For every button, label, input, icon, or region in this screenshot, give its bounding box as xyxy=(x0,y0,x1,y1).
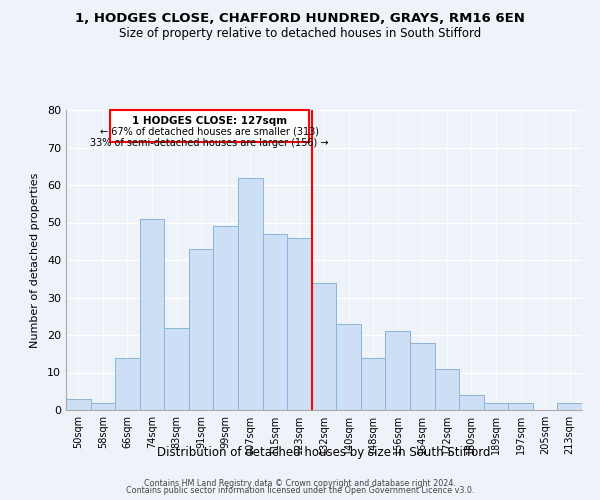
Bar xyxy=(287,238,312,410)
Bar xyxy=(385,331,410,410)
Bar xyxy=(508,402,533,410)
Bar xyxy=(336,324,361,410)
FancyBboxPatch shape xyxy=(110,110,309,142)
Text: 1 HODGES CLOSE: 127sqm: 1 HODGES CLOSE: 127sqm xyxy=(132,116,287,126)
Bar xyxy=(189,248,214,410)
Bar xyxy=(459,395,484,410)
Bar xyxy=(557,402,582,410)
Bar xyxy=(66,399,91,410)
Bar xyxy=(263,234,287,410)
Bar xyxy=(238,178,263,410)
Bar xyxy=(434,369,459,410)
Y-axis label: Number of detached properties: Number of detached properties xyxy=(30,172,40,348)
Text: Distribution of detached houses by size in South Stifford: Distribution of detached houses by size … xyxy=(157,446,491,459)
Bar xyxy=(115,358,140,410)
Bar xyxy=(410,342,434,410)
Bar xyxy=(484,402,508,410)
Bar xyxy=(312,282,336,410)
Text: ← 67% of detached houses are smaller (313): ← 67% of detached houses are smaller (31… xyxy=(100,127,319,137)
Bar xyxy=(361,358,385,410)
Bar xyxy=(164,328,189,410)
Text: 1, HODGES CLOSE, CHAFFORD HUNDRED, GRAYS, RM16 6EN: 1, HODGES CLOSE, CHAFFORD HUNDRED, GRAYS… xyxy=(75,12,525,26)
Text: Size of property relative to detached houses in South Stifford: Size of property relative to detached ho… xyxy=(119,28,481,40)
Bar xyxy=(214,226,238,410)
Text: Contains public sector information licensed under the Open Government Licence v3: Contains public sector information licen… xyxy=(126,486,474,495)
Text: 33% of semi-detached houses are larger (156) →: 33% of semi-detached houses are larger (… xyxy=(91,138,329,148)
Bar xyxy=(140,219,164,410)
Bar xyxy=(91,402,115,410)
Text: Contains HM Land Registry data © Crown copyright and database right 2024.: Contains HM Land Registry data © Crown c… xyxy=(144,478,456,488)
